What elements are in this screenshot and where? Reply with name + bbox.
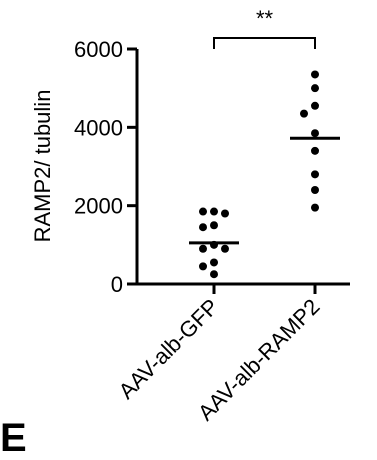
scatter-chart: RAMP2/ tubulin 0 2000 4000 6000 AAV-alb-GFP… (30, 6, 350, 425)
x-tick-label: AAV-alb-GFP (114, 294, 224, 404)
data-point (311, 101, 319, 110)
data-point (221, 244, 229, 253)
y-tick-label: 4000 (74, 115, 123, 140)
y-axis-title: RAMP2/ tubulin (30, 90, 55, 243)
data-point (311, 170, 319, 179)
data-point (311, 70, 319, 79)
panel-letter: E (0, 416, 27, 460)
data-point (311, 146, 319, 155)
data-point (311, 203, 319, 212)
data-point (210, 270, 218, 279)
data-point (311, 186, 319, 194)
y-axis: 0 2000 4000 6000 (74, 37, 139, 297)
data-point (210, 207, 218, 216)
bracket-line (213, 37, 316, 49)
data-point (300, 109, 308, 118)
data-point (210, 221, 218, 230)
y-tick-label: 2000 (74, 194, 123, 219)
significance-label: ** (256, 6, 274, 31)
data-point (199, 244, 207, 253)
data-points (199, 70, 319, 279)
mean-lines (189, 136, 340, 245)
data-point (199, 207, 207, 216)
y-tick-label: 6000 (74, 37, 123, 62)
y-tick-label: 0 (111, 272, 123, 297)
data-point (199, 262, 207, 271)
data-point (210, 258, 218, 267)
data-point (311, 129, 319, 138)
data-point (199, 223, 207, 232)
data-point (221, 209, 229, 218)
significance-bracket: ** (213, 6, 316, 49)
data-point (311, 84, 319, 93)
